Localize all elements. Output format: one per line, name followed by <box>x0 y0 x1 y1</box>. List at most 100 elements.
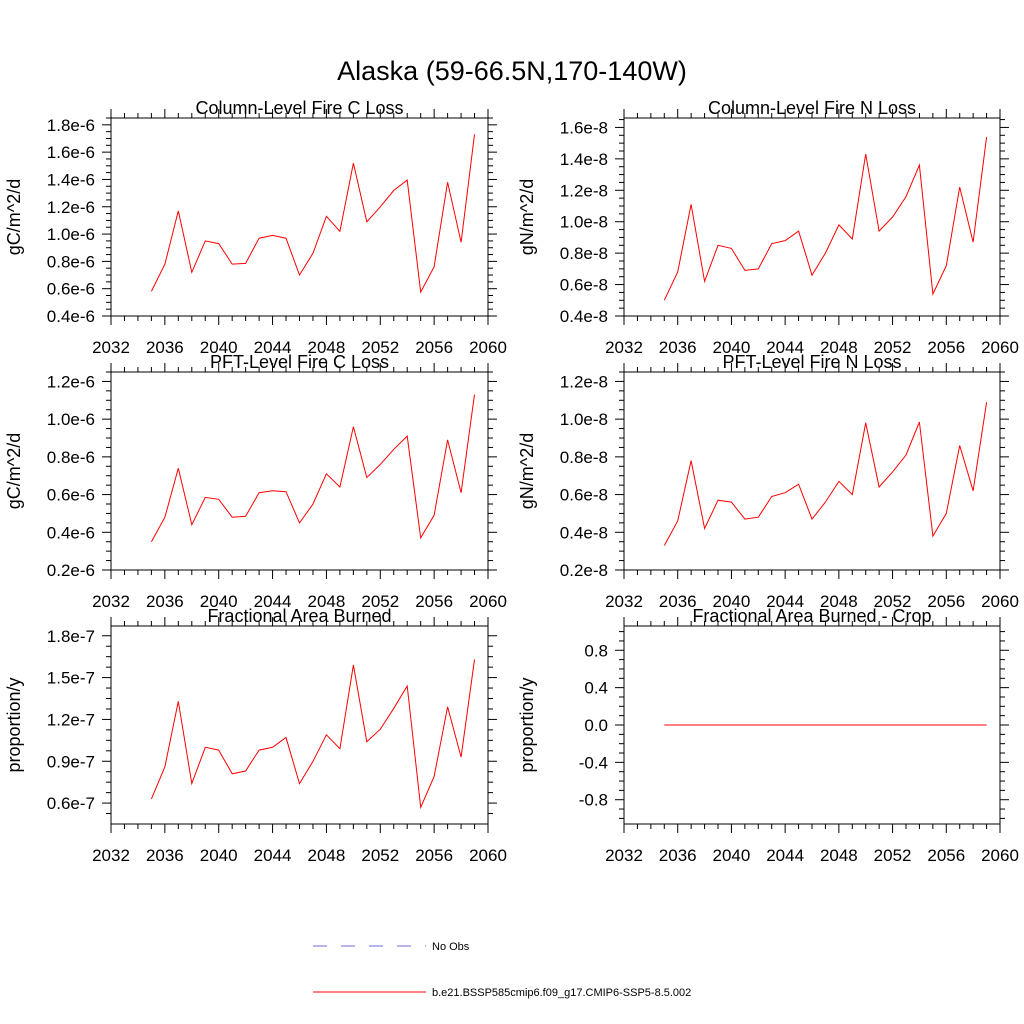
series-line <box>663 402 988 546</box>
plot-frame <box>110 117 489 317</box>
series-line <box>150 659 475 810</box>
x-tick-label: 2052 <box>874 592 912 611</box>
y-tick-label: 0.2e-6 <box>47 561 95 580</box>
y-tick-label: 1.8e-7 <box>47 627 95 646</box>
y-tick-label: 0.4e-8 <box>560 523 608 542</box>
y-axis-label: gC/m^2/d <box>4 433 24 509</box>
x-tick-label: 2040 <box>713 338 751 357</box>
x-tick-label: 2048 <box>820 592 858 611</box>
y-axis-label: gN/m^2/d <box>517 433 537 509</box>
x-tick-label: 2052 <box>361 846 399 865</box>
panel-title: PFT-Level Fire N Loss <box>722 352 901 372</box>
legend: No Obs b.e21.BSSP585cmip6.f09_g17.CMIP6-S… <box>313 941 691 999</box>
x-tick-label: 2048 <box>308 338 346 357</box>
x-tick-label: 2032 <box>92 338 130 357</box>
y-tick-label: 0.4e-6 <box>47 307 95 326</box>
y-axis-label: gC/m^2/d <box>4 179 24 255</box>
chart-panel-1: Column-Level Fire C Loss 2032 2036 2040 2044… <box>4 98 507 357</box>
y-axis-label: gN/m^2/d <box>517 179 537 255</box>
legend-label: No Obs <box>432 941 470 953</box>
y-tick-label: -0.8 <box>579 791 608 810</box>
x-tick-label: 2036 <box>146 338 184 357</box>
y-tick-label: 1.0e-8 <box>560 213 608 232</box>
y-tick-label: 0.6e-8 <box>560 276 608 295</box>
chart-panel-6: Fractional Area Burned - Crop 2032 2036 204… <box>517 606 1019 865</box>
x-tick-label: 2032 <box>605 846 643 865</box>
x-tick-label: 2052 <box>874 846 912 865</box>
y-tick-label: 1.4e-8 <box>560 150 608 169</box>
x-tick-label: 2060 <box>981 846 1019 865</box>
y-tick-label: 1.2e-7 <box>47 710 95 729</box>
y-tick-label: 0.0 <box>584 716 608 735</box>
series-line <box>150 394 475 542</box>
x-tick-label: 2036 <box>146 846 184 865</box>
y-tick-label: 0.4e-6 <box>47 523 95 542</box>
x-tick-label: 2048 <box>820 846 858 865</box>
y-tick-label: 0.8 <box>584 641 608 660</box>
y-tick-label: 0.4 <box>584 679 608 698</box>
x-tick-label: 2044 <box>254 846 292 865</box>
x-tick-label: 2052 <box>361 592 399 611</box>
y-tick-label: 0.8e-6 <box>47 448 95 467</box>
x-tick-label: 2056 <box>927 338 965 357</box>
chart-panel-4: PFT-Level Fire N Loss 2032 2036 2040 2044 204… <box>517 352 1019 611</box>
x-tick-label: 2048 <box>820 338 858 357</box>
y-tick-label: -0.4 <box>579 753 608 772</box>
x-tick-label: 2044 <box>766 338 804 357</box>
x-tick-label: 2040 <box>200 592 238 611</box>
x-tick-label: 2036 <box>659 592 697 611</box>
y-tick-label: 1.8e-6 <box>47 116 95 135</box>
x-tick-label: 2044 <box>254 338 292 357</box>
y-tick-label: 0.6e-6 <box>47 280 95 299</box>
x-tick-label: 2032 <box>605 592 643 611</box>
chart-panel-3: PFT-Level Fire C Loss 2032 2036 2040 2044 204… <box>4 352 507 611</box>
y-tick-label: 1.6e-6 <box>47 143 95 162</box>
plot-frame <box>110 371 489 571</box>
y-tick-label: 0.8e-8 <box>560 244 608 263</box>
plot-frame <box>623 371 1001 571</box>
legend-label: b.e21.BSSP585cmip6.f09_g17.CMIP6-SSP5-8.… <box>432 987 691 999</box>
y-tick-label: 1.2e-6 <box>47 372 95 391</box>
x-tick-label: 2036 <box>659 338 697 357</box>
y-tick-label: 1.0e-6 <box>47 225 95 244</box>
plot-frame <box>623 117 1001 317</box>
panel-title: Fractional Area Burned - Crop <box>692 606 931 626</box>
y-tick-label: 1.0e-8 <box>560 410 608 429</box>
x-tick-label: 2052 <box>361 338 399 357</box>
panels: Column-Level Fire C Loss 2032 2036 2040 2044… <box>4 98 1019 865</box>
x-tick-label: 2048 <box>308 592 346 611</box>
x-tick-label: 2056 <box>415 846 453 865</box>
x-tick-label: 2040 <box>713 846 751 865</box>
x-tick-label: 2060 <box>469 846 507 865</box>
x-tick-label: 2044 <box>766 846 804 865</box>
y-axis-label: proportion/y <box>4 677 24 772</box>
panel-title: Column-Level Fire C Loss <box>195 98 403 118</box>
y-tick-label: 0.6e-8 <box>560 486 608 505</box>
chart-panel-5: Fractional Area Burned 2032 2036 2040 2044 20… <box>4 606 507 865</box>
x-tick-label: 2056 <box>927 846 965 865</box>
y-tick-label: 1.4e-6 <box>47 170 95 189</box>
x-tick-label: 2036 <box>146 592 184 611</box>
x-tick-label: 2060 <box>981 592 1019 611</box>
y-tick-label: 1.0e-6 <box>47 410 95 429</box>
x-tick-label: 2060 <box>469 338 507 357</box>
x-tick-label: 2048 <box>308 846 346 865</box>
x-tick-label: 2040 <box>200 846 238 865</box>
x-tick-label: 2032 <box>605 338 643 357</box>
legend-entry: b.e21.BSSP585cmip6.f09_g17.CMIP6-SSP5-8.… <box>313 987 691 999</box>
y-tick-label: 0.8e-6 <box>47 252 95 271</box>
panel-title: Column-Level Fire N Loss <box>708 98 916 118</box>
y-axis-label: proportion/y <box>517 677 537 772</box>
y-tick-label: 0.4e-8 <box>560 307 608 326</box>
legend-entry: No Obs <box>313 941 470 953</box>
y-tick-label: 1.2e-8 <box>560 181 608 200</box>
x-tick-label: 2040 <box>713 592 751 611</box>
x-tick-label: 2032 <box>92 592 130 611</box>
y-tick-label: 0.2e-8 <box>560 561 608 580</box>
y-tick-label: 0.6e-7 <box>47 794 95 813</box>
x-tick-label: 2056 <box>927 592 965 611</box>
y-tick-label: 1.2e-8 <box>560 372 608 391</box>
y-tick-label: 0.8e-8 <box>560 448 608 467</box>
y-tick-label: 1.6e-8 <box>560 118 608 137</box>
